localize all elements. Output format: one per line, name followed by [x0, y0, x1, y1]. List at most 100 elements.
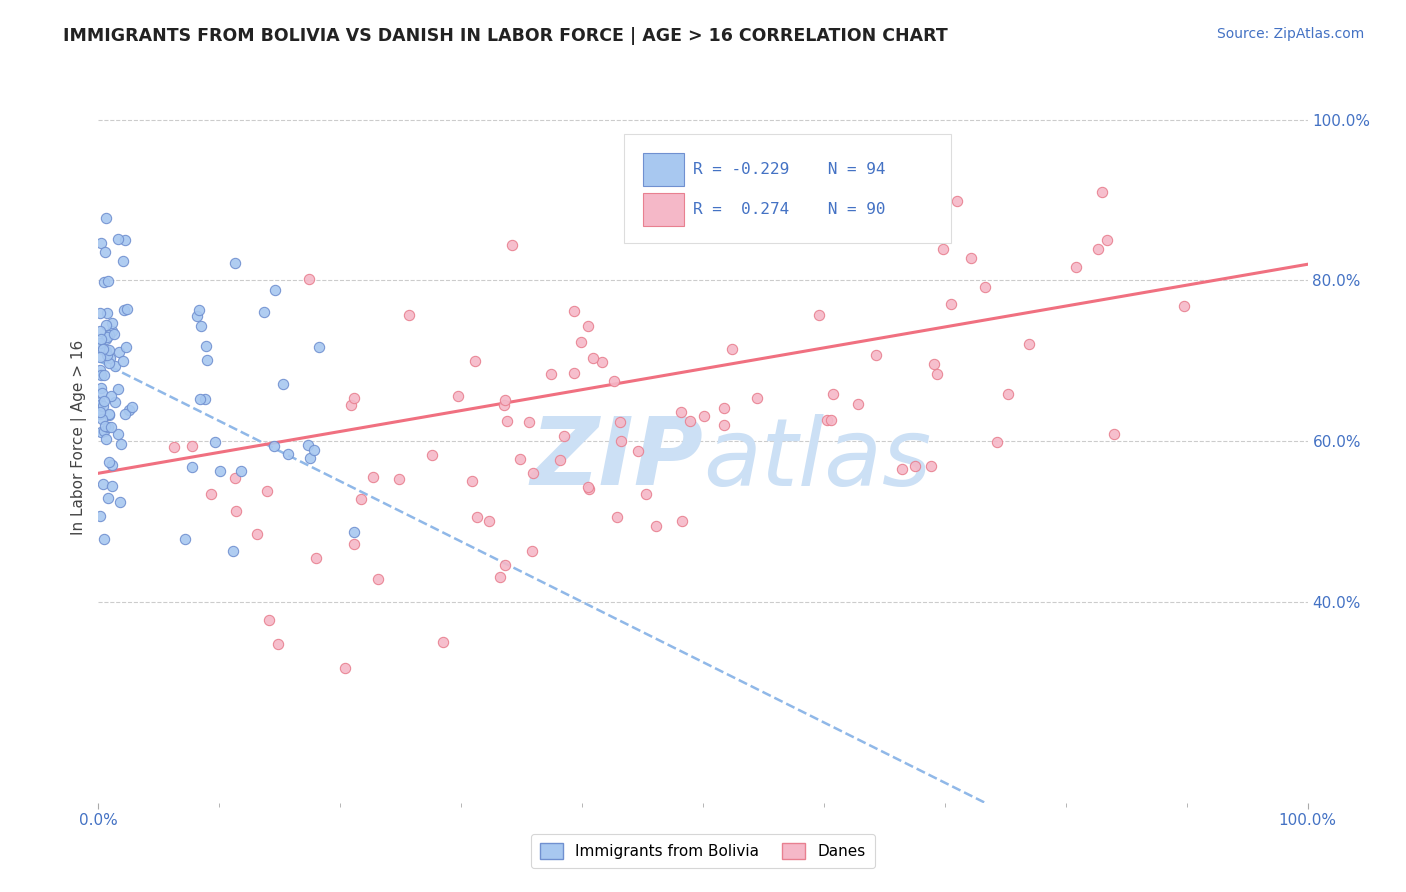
- Point: [277, 447, 299, 461]
- Point: [263, 439, 285, 453]
- Point: [569, 334, 592, 349]
- Point: [89, 335, 111, 350]
- Point: [815, 413, 838, 427]
- Point: [420, 448, 443, 462]
- Point: [257, 613, 280, 627]
- Point: [96, 306, 118, 320]
- Point: [90, 411, 112, 425]
- Point: [89, 350, 111, 364]
- Point: [94, 318, 117, 332]
- Point: [1064, 260, 1087, 274]
- Point: [745, 392, 768, 406]
- Point: [562, 304, 585, 318]
- Point: [1095, 233, 1118, 247]
- Point: [548, 453, 571, 467]
- Point: [97, 491, 120, 506]
- Y-axis label: In Labor Force | Age > 16: In Labor Force | Age > 16: [72, 340, 87, 534]
- Point: [264, 283, 287, 297]
- Point: [96, 432, 118, 446]
- Point: [494, 393, 516, 408]
- Text: atlas: atlas: [703, 414, 931, 505]
- Point: [110, 437, 132, 451]
- Legend: Immigrants from Bolivia, Danes: Immigrants from Bolivia, Danes: [531, 834, 875, 868]
- FancyBboxPatch shape: [643, 193, 683, 227]
- Point: [297, 437, 319, 451]
- Point: [946, 194, 969, 208]
- Point: [603, 374, 626, 388]
- Point: [519, 415, 541, 429]
- Point: [90, 368, 112, 383]
- Point: [117, 402, 139, 417]
- Point: [93, 394, 115, 409]
- Text: ZIP: ZIP: [530, 413, 703, 505]
- Point: [679, 414, 702, 428]
- Point: [91, 399, 114, 413]
- Point: [342, 391, 364, 405]
- Point: [97, 328, 120, 343]
- Point: [181, 459, 204, 474]
- Point: [904, 459, 927, 474]
- Point: [1087, 242, 1109, 256]
- Point: [582, 351, 605, 365]
- Point: [253, 304, 276, 318]
- Point: [94, 332, 117, 346]
- Point: [821, 386, 844, 401]
- Point: [256, 483, 278, 498]
- Point: [98, 351, 121, 365]
- Point: [90, 381, 112, 395]
- Point: [1173, 299, 1195, 313]
- Point: [671, 514, 693, 528]
- Point: [89, 398, 111, 412]
- Point: [194, 392, 217, 406]
- Point: [245, 527, 267, 541]
- Point: [200, 487, 222, 501]
- Point: [231, 464, 253, 478]
- Point: [634, 486, 657, 500]
- Point: [807, 308, 830, 322]
- Point: [669, 405, 692, 419]
- Point: [606, 509, 628, 524]
- Point: [93, 368, 115, 382]
- Point: [520, 544, 543, 558]
- Point: [350, 492, 373, 507]
- Point: [89, 508, 111, 523]
- Point: [89, 324, 111, 338]
- Point: [578, 319, 600, 334]
- Point: [90, 332, 112, 346]
- Point: [891, 462, 914, 476]
- Point: [846, 397, 869, 411]
- Point: [94, 245, 117, 260]
- FancyBboxPatch shape: [643, 153, 683, 186]
- Point: [90, 425, 112, 439]
- Point: [645, 519, 668, 533]
- Point: [432, 634, 454, 648]
- Point: [173, 532, 195, 546]
- Point: [93, 532, 115, 546]
- Text: R =  0.274    N = 90: R = 0.274 N = 90: [693, 202, 886, 217]
- Point: [96, 330, 118, 344]
- Point: [335, 661, 357, 675]
- Point: [90, 236, 112, 251]
- Point: [1090, 186, 1112, 200]
- Text: R = -0.229    N = 94: R = -0.229 N = 94: [693, 161, 886, 177]
- Point: [305, 551, 328, 566]
- Point: [494, 398, 516, 412]
- Point: [721, 342, 744, 356]
- Point: [163, 441, 186, 455]
- Point: [363, 469, 385, 483]
- Point: [225, 504, 247, 518]
- Point: [495, 414, 517, 428]
- Point: [501, 238, 523, 252]
- Point: [101, 458, 124, 473]
- Point: [939, 297, 962, 311]
- Point: [478, 514, 501, 528]
- Point: [398, 309, 420, 323]
- Point: [974, 280, 997, 294]
- Point: [224, 471, 246, 485]
- Point: [107, 232, 129, 246]
- Point: [117, 302, 139, 317]
- Point: [388, 472, 411, 486]
- Point: [96, 344, 118, 359]
- Point: [181, 439, 204, 453]
- Point: [465, 509, 488, 524]
